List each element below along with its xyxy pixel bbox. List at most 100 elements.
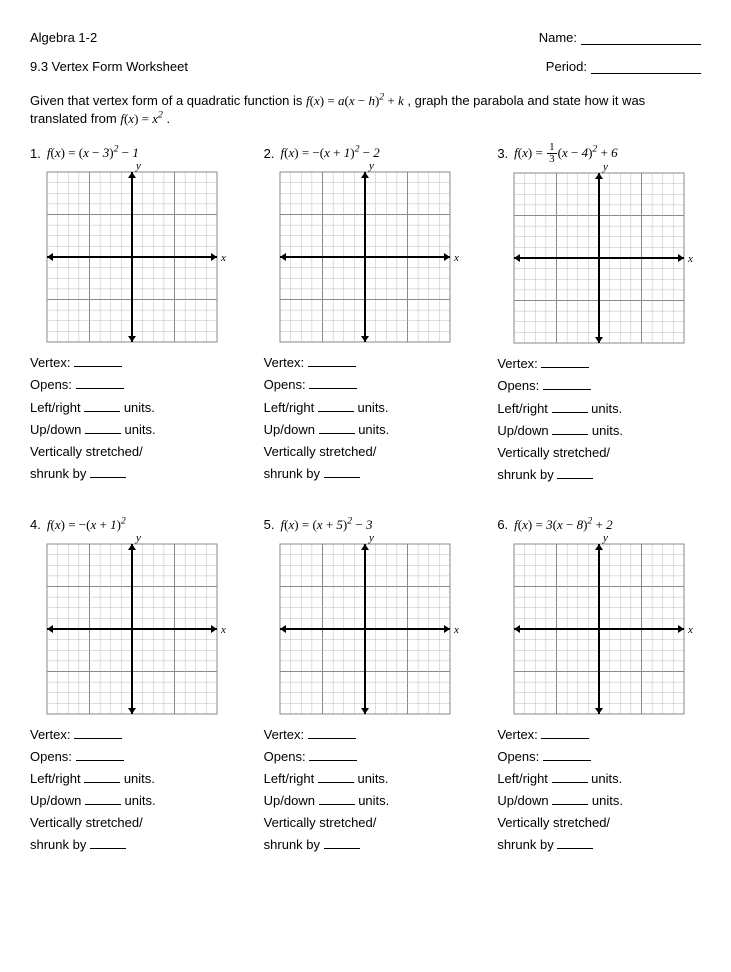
problem-3: 3. f(x) = 13(x − 4)2 + 6 y x Vertex: Ope… — [497, 142, 701, 486]
coordinate-grid: y x — [514, 544, 684, 714]
opens-blank[interactable] — [309, 748, 357, 761]
instr-post: . — [167, 111, 171, 126]
vs-blank[interactable] — [557, 466, 593, 479]
ud-blank[interactable] — [319, 421, 355, 434]
ans-ud: Up/down units. — [264, 790, 468, 812]
problem-6: 6. f(x) = 3(x − 8)2 + 2 y x Vertex: Open… — [497, 514, 701, 857]
answers: Vertex: Opens: Left/right units. Up/down… — [497, 353, 701, 486]
ans-vs1: Vertically stretched/ — [497, 442, 701, 464]
vs-blank[interactable] — [324, 465, 360, 478]
ans-opens: Opens: — [497, 746, 701, 768]
lr-blank[interactable] — [552, 770, 588, 783]
svg-text:y: y — [135, 532, 141, 544]
lr-blank[interactable] — [318, 399, 354, 412]
equation-row: 4. f(x) = −(x + 1)2 — [30, 514, 234, 536]
ans-opens: Opens: — [30, 374, 234, 396]
ud-blank[interactable] — [85, 421, 121, 434]
lr-blank[interactable] — [84, 770, 120, 783]
problem-number: 4. — [30, 517, 41, 532]
ans-ud: Up/down units. — [264, 419, 468, 441]
equation: f(x) = 13(x − 4)2 + 6 — [514, 142, 617, 165]
opens-blank[interactable] — [543, 748, 591, 761]
ans-ud: Up/down units. — [497, 790, 701, 812]
vs-blank[interactable] — [557, 836, 593, 849]
vertex-blank[interactable] — [541, 355, 589, 368]
ans-lr: Left/right units. — [497, 768, 701, 790]
name-blank[interactable] — [581, 30, 701, 45]
lr-blank[interactable] — [84, 399, 120, 412]
ans-vs2: shrunk by — [264, 834, 468, 856]
ans-lr: Left/right units. — [30, 768, 234, 790]
opens-blank[interactable] — [309, 376, 357, 389]
name-field: Name: — [539, 30, 701, 45]
period-blank[interactable] — [591, 59, 701, 74]
ud-blank[interactable] — [552, 792, 588, 805]
ans-vertex: Vertex: — [497, 724, 701, 746]
ans-vs2: shrunk by — [497, 834, 701, 856]
svg-text:x: x — [453, 624, 459, 636]
instr-pre: Given that vertex form of a quadratic fu… — [30, 93, 306, 108]
ans-vs1: Vertically stretched/ — [30, 441, 234, 463]
vertex-blank[interactable] — [74, 354, 122, 367]
problem-number: 5. — [264, 517, 275, 532]
coordinate-grid: y x — [47, 172, 217, 342]
vertex-blank[interactable] — [308, 726, 356, 739]
ans-ud: Up/down units. — [30, 790, 234, 812]
opens-blank[interactable] — [76, 748, 124, 761]
problem-number: 3. — [497, 146, 508, 161]
ans-opens: Opens: — [30, 746, 234, 768]
coordinate-grid: y x — [280, 544, 450, 714]
ans-opens: Opens: — [497, 375, 701, 397]
equation-row: 3. f(x) = 13(x − 4)2 + 6 — [497, 142, 701, 165]
ans-vertex: Vertex: — [264, 352, 468, 374]
equation: f(x) = 3(x − 8)2 + 2 — [514, 517, 612, 533]
ans-ud: Up/down units. — [30, 419, 234, 441]
instructions: Given that vertex form of a quadratic fu… — [30, 92, 701, 128]
ans-vertex: Vertex: — [264, 724, 468, 746]
ans-vs1: Vertically stretched/ — [264, 441, 468, 463]
svg-text:y: y — [602, 161, 608, 173]
equation-row: 2. f(x) = −(x + 1)2 − 2 — [264, 142, 468, 164]
ans-lr: Left/right units. — [264, 768, 468, 790]
svg-text:x: x — [453, 252, 459, 264]
instr-formula: f(x) = a(x − h)2 + k — [306, 93, 404, 108]
problem-number: 2. — [264, 146, 275, 161]
problems-grid: 1. f(x) = (x − 3)2 − 1 y x Vertex: Opens… — [30, 142, 701, 856]
answers: Vertex: Opens: Left/right units. Up/down… — [30, 724, 234, 857]
ans-lr: Left/right units. — [264, 397, 468, 419]
problem-number: 1. — [30, 146, 41, 161]
vs-blank[interactable] — [90, 836, 126, 849]
vertex-blank[interactable] — [74, 726, 122, 739]
coordinate-grid: y x — [280, 172, 450, 342]
ud-blank[interactable] — [319, 792, 355, 805]
header-row: Algebra 1-2 Name: — [30, 30, 701, 45]
answers: Vertex: Opens: Left/right units. Up/down… — [497, 724, 701, 857]
ans-vertex: Vertex: — [30, 724, 234, 746]
equation-row: 1. f(x) = (x − 3)2 − 1 — [30, 142, 234, 164]
ud-blank[interactable] — [552, 422, 588, 435]
svg-text:x: x — [220, 624, 226, 636]
ans-opens: Opens: — [264, 374, 468, 396]
equation: f(x) = (x − 3)2 − 1 — [47, 145, 139, 161]
vs-blank[interactable] — [324, 836, 360, 849]
vertex-blank[interactable] — [541, 726, 589, 739]
ans-lr: Left/right units. — [30, 397, 234, 419]
equation-row: 6. f(x) = 3(x − 8)2 + 2 — [497, 514, 701, 536]
svg-text:x: x — [687, 624, 693, 636]
opens-blank[interactable] — [543, 377, 591, 390]
lr-blank[interactable] — [552, 400, 588, 413]
ud-blank[interactable] — [85, 792, 121, 805]
equation: f(x) = −(x + 1)2 — [47, 517, 126, 533]
svg-text:y: y — [135, 160, 141, 172]
ans-vs2: shrunk by — [497, 464, 701, 486]
subheader-row: 9.3 Vertex Form Worksheet Period: — [30, 59, 701, 74]
lr-blank[interactable] — [318, 770, 354, 783]
vs-blank[interactable] — [90, 465, 126, 478]
opens-blank[interactable] — [76, 376, 124, 389]
answers: Vertex: Opens: Left/right units. Up/down… — [30, 352, 234, 485]
period-field: Period: — [546, 59, 701, 74]
ans-vs2: shrunk by — [30, 834, 234, 856]
problem-2: 2. f(x) = −(x + 1)2 − 2 y x Vertex: Open… — [264, 142, 468, 486]
vertex-blank[interactable] — [308, 354, 356, 367]
period-label: Period: — [546, 59, 587, 74]
